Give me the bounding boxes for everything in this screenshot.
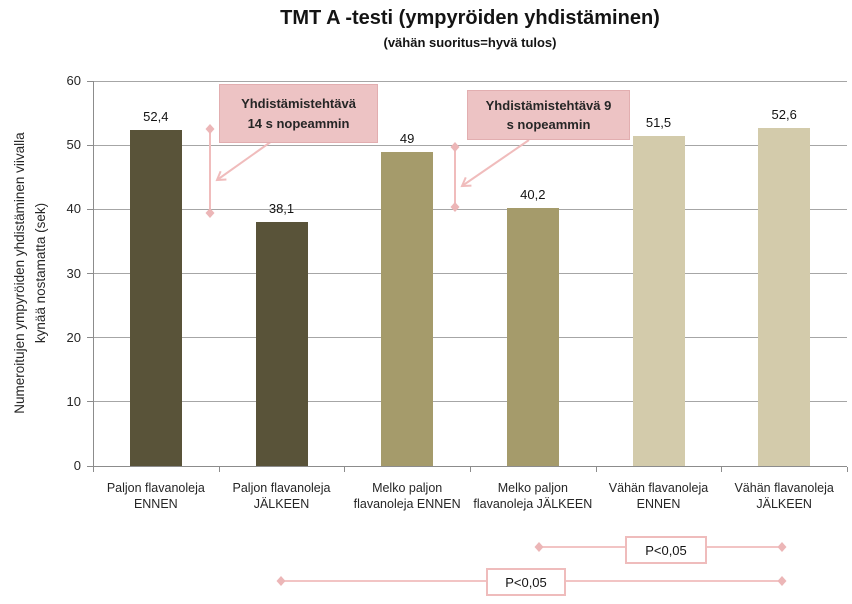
callout-9s-faster: Yhdistämistehtävä 9 s nopeammin	[467, 90, 630, 140]
bar-value-label: 52,6	[771, 107, 797, 122]
y-tick-label: 50	[66, 137, 81, 153]
category-label: Paljon flavanoleja ENNEN	[106, 481, 205, 512]
bar	[758, 128, 811, 466]
bar-value-label: 38,1	[268, 201, 295, 216]
x-axis-tick	[344, 467, 346, 472]
difference-connector-left	[205, 124, 215, 218]
gridline	[93, 208, 847, 210]
y-tick-label: 60	[66, 73, 81, 88]
x-axis-tick	[595, 467, 597, 472]
x-axis-tick	[218, 467, 220, 472]
y-axis-tick	[87, 144, 93, 146]
x-axis-tick	[721, 467, 723, 472]
x-axis-tick	[470, 467, 471, 472]
y-tick-label: 40	[66, 201, 81, 217]
category-label: Vähän flavanoleja JÄLKEEN	[734, 481, 834, 512]
chart-title: TMT A -testi (ympyröiden yhdistäminen)	[280, 7, 660, 29]
category-label: Melko paljon flavanoleja ENNEN	[353, 481, 461, 512]
bar	[255, 222, 308, 466]
y-axis-tick	[87, 208, 93, 210]
gridline	[93, 273, 847, 274]
bar	[381, 152, 434, 466]
bar-value-label: 40,2	[520, 187, 546, 202]
callout-14s-faster: Yhdistämistehtävä 14 s nopeammin	[219, 84, 378, 143]
gridline	[93, 80, 847, 82]
callout-arrow-left	[215, 140, 273, 182]
gridline	[93, 337, 847, 339]
bar-value-label: 52,4	[143, 109, 169, 124]
p-value-label-lower: P<0,05	[486, 568, 566, 596]
y-tick-label: 0	[73, 458, 81, 473]
x-axis-line	[93, 466, 847, 467]
x-axis-tick	[847, 467, 848, 472]
y-tick-label: 20	[66, 329, 81, 345]
callout-arrow-right	[460, 139, 530, 188]
gridline	[93, 401, 847, 403]
bar	[506, 208, 559, 466]
category-label: Paljon flavanoleja JÄLKEEN	[232, 481, 331, 512]
y-axis-tick	[87, 401, 93, 403]
category-label: Vähän flavanoleja ENNEN	[608, 481, 709, 512]
bar	[632, 136, 685, 466]
category-label: Melko paljon flavanoleja JÄLKEEN	[473, 481, 593, 512]
y-axis-tick	[87, 80, 93, 82]
difference-connector-right	[450, 142, 460, 212]
y-tick-label: 30	[66, 265, 81, 281]
x-axis-tick	[93, 467, 94, 472]
bar	[129, 130, 182, 466]
bar-value-label: 49	[399, 131, 415, 146]
chart-subtitle: (vähän suoritus=hyvä tulos)	[383, 35, 557, 50]
y-axis-tick	[87, 273, 93, 274]
p-value-label-upper: P<0,05	[625, 536, 707, 564]
y-axis-tick	[87, 337, 93, 339]
y-axis-line	[93, 81, 94, 466]
y-axis-tick	[87, 465, 93, 467]
y-tick-label: 10	[66, 393, 81, 409]
bar-value-label: 51,5	[645, 115, 672, 130]
gridline	[93, 144, 847, 146]
